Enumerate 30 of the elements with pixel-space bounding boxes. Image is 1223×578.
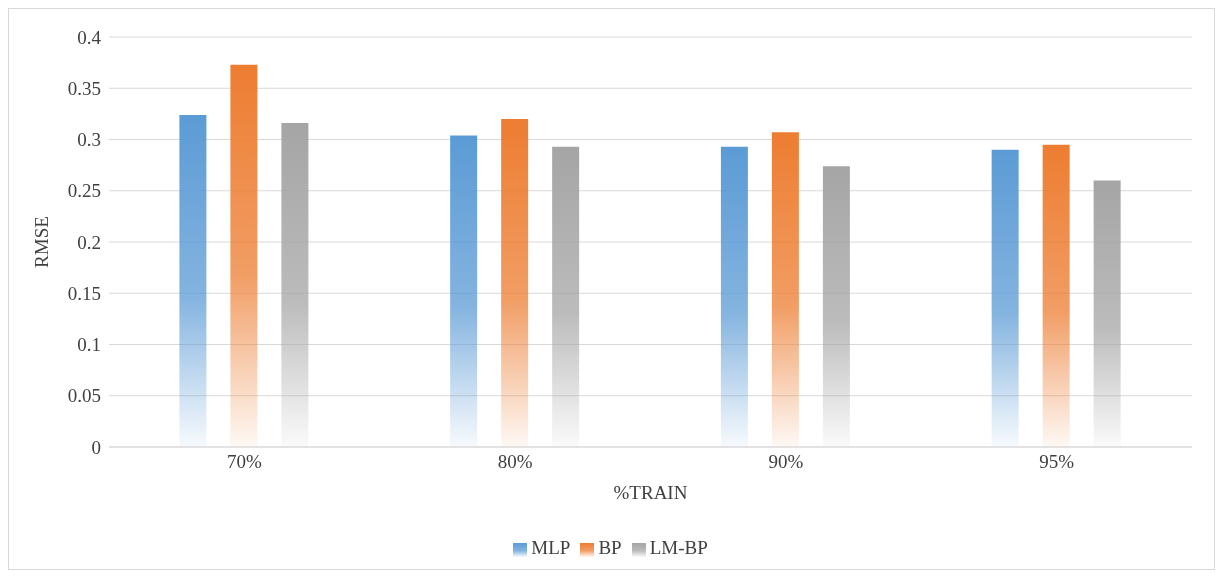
x-tick-label: 80% [497,451,533,473]
y-tick-label: 0.35 [67,78,101,99]
y-tick-label: 0.15 [67,282,101,304]
bar [720,146,748,447]
bar [771,132,799,447]
y-tick-label: 0.05 [67,385,101,407]
bar [450,135,478,447]
x-tick-label: 70% [226,451,262,473]
y-tick-label: 0.3 [77,129,101,151]
legend-label: BP [598,537,622,558]
legend-label: MLP [531,537,571,558]
y-tick-label: 0.2 [77,231,101,253]
y-tick-label: 0 [91,436,101,458]
x-axis-title: %TRAIN [613,482,688,503]
bar [991,149,1019,447]
x-tick-label: 95% [1039,451,1075,473]
bar [1042,144,1070,447]
x-tick-label: 90% [768,451,804,473]
y-tick-label: 0.25 [67,180,101,202]
bar [1093,180,1121,447]
bar [501,119,529,447]
bar [552,146,580,447]
y-tick-label: 0.4 [77,26,102,48]
bar [822,166,850,447]
y-tick-label: 0.1 [77,334,101,356]
y-axis-title: RMSE [30,216,52,268]
bar [281,123,309,447]
bar [179,114,207,447]
legend-label: LM-BP [649,537,708,558]
bar [230,64,258,447]
